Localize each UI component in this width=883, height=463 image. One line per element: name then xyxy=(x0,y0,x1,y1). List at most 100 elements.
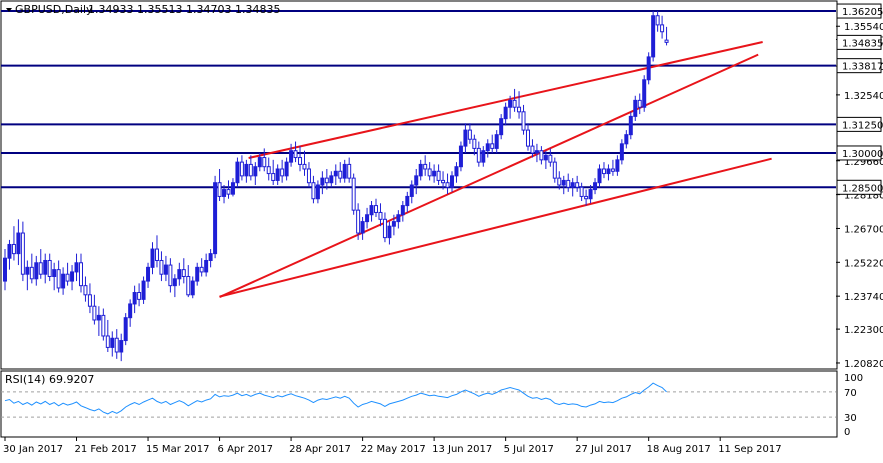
candle-body-bull xyxy=(119,340,124,353)
level-price-labels: 1.36205 1.33817 1.31250 1.30000 1.28500 1.348… xyxy=(836,3,883,195)
candle-body-bull xyxy=(204,259,209,273)
candle-body-bull xyxy=(454,166,459,177)
candle-body-bull xyxy=(543,154,548,161)
candle-body-bull xyxy=(642,79,647,108)
collapse-triangle-icon[interactable] xyxy=(6,8,12,12)
candle-body-bear xyxy=(601,168,606,175)
candle-body-bull xyxy=(458,145,463,168)
candle-body-bull xyxy=(360,221,365,234)
price-tick-label: 1.23740 xyxy=(844,292,883,303)
candle-body-bear xyxy=(382,218,387,239)
candle-body-bear xyxy=(445,182,450,188)
trendline xyxy=(219,157,772,298)
candle-body-bear xyxy=(539,150,544,161)
candle-body-bull xyxy=(16,232,21,255)
candle-body-bull xyxy=(172,278,177,287)
candle-body-bull xyxy=(481,150,486,163)
candle-body-bear xyxy=(427,168,432,177)
date-tick-label: 22 May 2017 xyxy=(361,444,426,455)
candle-body-bear xyxy=(660,24,665,33)
candle-body-bear xyxy=(490,143,495,149)
candle-body-bull xyxy=(508,99,513,108)
candle-body-bear xyxy=(378,211,383,220)
candle-body-bear xyxy=(338,170,343,179)
candle-body-bear xyxy=(306,168,311,184)
candle-body-bear xyxy=(65,273,70,282)
candle-body-bear xyxy=(557,177,562,186)
candle-body-bear xyxy=(356,209,361,234)
current-price-label-box xyxy=(836,34,882,50)
candle-body-bull xyxy=(163,264,168,275)
rsi-panel-frame xyxy=(0,370,838,438)
candle-body-bull xyxy=(414,175,419,186)
candles xyxy=(3,11,669,362)
price-tick-label: 1.20820 xyxy=(844,359,883,370)
candle-body-bull xyxy=(7,243,12,259)
date-tick-label: 28 Apr 2017 xyxy=(289,444,351,455)
candle-body-bull xyxy=(391,221,396,227)
candle-body-bull xyxy=(208,253,213,261)
level-price-label-box xyxy=(836,145,882,161)
candle-body-bull xyxy=(570,182,575,188)
candle-body-bull xyxy=(503,106,508,120)
candle-body-bull xyxy=(646,56,651,81)
candle-body-bull xyxy=(405,195,410,207)
date-tick-label: 27 Jul 2017 xyxy=(575,444,632,455)
candle-body-bear xyxy=(298,157,303,165)
candle-body-bull xyxy=(333,170,338,177)
rsi-tick-label: 30 xyxy=(844,413,857,424)
candle-body-bull xyxy=(499,118,504,136)
candle-body-bear xyxy=(266,166,271,175)
candle-body-bull xyxy=(494,134,499,149)
price-tick-label: 1.25220 xyxy=(844,258,883,269)
candle-body-bull xyxy=(43,259,48,275)
candle-body-bull xyxy=(123,317,128,342)
rsi-tick-label: 0 xyxy=(844,427,850,438)
candle-body-bear xyxy=(11,243,16,255)
candle-body-bull xyxy=(190,280,195,296)
candle-body-bear xyxy=(217,182,222,197)
candle-body-bear xyxy=(87,294,92,307)
candle-body-bear xyxy=(664,39,669,43)
candle-body-bear xyxy=(186,276,191,296)
candle-body-bull xyxy=(150,248,155,268)
candle-body-bear xyxy=(226,189,231,195)
candle-body-bear xyxy=(575,182,580,188)
candle-body-bull xyxy=(400,205,405,216)
candle-body-bull xyxy=(70,271,75,282)
candle-body-bull xyxy=(25,266,30,275)
rsi-series-line xyxy=(4,382,667,415)
trendlines xyxy=(219,41,772,298)
date-tick-label: 30 Jan 2017 xyxy=(3,444,63,455)
candle-body-bull xyxy=(597,168,602,184)
candle-body-bear xyxy=(83,285,88,296)
candle-body-bull xyxy=(96,314,101,321)
date-tick-label: 21 Feb 2017 xyxy=(75,444,137,455)
candle-body-bear xyxy=(168,264,173,287)
candle-body-bear xyxy=(311,182,316,200)
candle-body-bull xyxy=(432,170,437,177)
candle-body-bull xyxy=(52,269,57,278)
candle-body-bull xyxy=(110,337,115,348)
candle-body-bear xyxy=(271,173,276,181)
candle-body-bear xyxy=(20,232,25,275)
price-tick-label: 1.22300 xyxy=(844,325,883,336)
candle-body-bull xyxy=(289,150,294,163)
candle-body-bear xyxy=(29,266,34,280)
date-tick-label: 6 Apr 2017 xyxy=(218,444,273,455)
candle-body-bear xyxy=(239,161,244,177)
candle-body-bear xyxy=(467,129,472,140)
candle-body-bear xyxy=(351,177,356,211)
candle-body-bull xyxy=(146,266,151,282)
level-price-label-box xyxy=(836,3,882,19)
candle-body-bull xyxy=(463,129,468,147)
candle-body-bull xyxy=(275,168,280,181)
level-price-label-box xyxy=(836,116,882,132)
chart-ohlc: 1.34933 1.35513 1.34703 1.34835 xyxy=(88,3,280,16)
candle-body-bear xyxy=(655,15,660,26)
current-price-label: 1.34835 xyxy=(842,38,883,49)
price-tick-label: 1.28180 xyxy=(844,191,883,202)
chart-symbol: GBPUSD,Daily xyxy=(15,3,93,16)
